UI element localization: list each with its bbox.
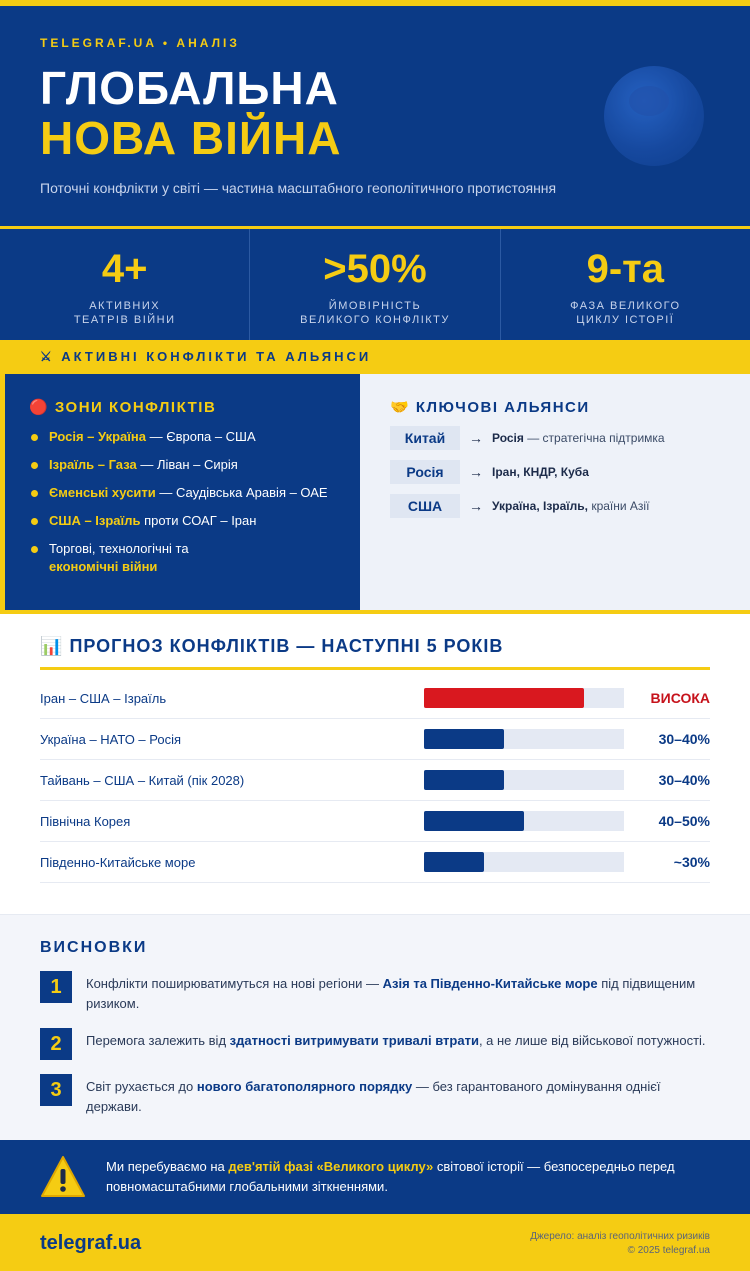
forecast-list: Іран – США – Ізраїль ВИСОКА Україна – НА… (40, 678, 710, 883)
warning-icon (41, 1156, 85, 1197)
forecast-name: Північна Корея (40, 813, 131, 829)
forecast-name: Південно-Китайське море (40, 854, 196, 870)
red-circle-icon: 🔴 (29, 399, 50, 416)
conclusion-number: 3 (40, 1074, 72, 1106)
forecast-section: 📊 ПРОГНОЗ КОНФЛІКТІВ — НАСТУПНІ 5 РОКІВ … (0, 614, 750, 914)
footer-logo-link[interactable]: telegraf.ua (40, 1232, 142, 1254)
warning-text: Ми перебуваємо на дев'ятій фазі «Великог… (106, 1159, 675, 1194)
conclusion-item: 1 Конфлікти поширюватимуться на нові рег… (40, 971, 710, 1014)
conclusion-number: 1 (40, 971, 72, 1003)
forecast-name: Тайвань – США – Китай (пік 2028) (40, 772, 245, 788)
handshake-icon: 🤝 (390, 399, 411, 416)
bullet-icon (31, 462, 38, 469)
globe-icon (604, 66, 704, 166)
forecast-row: Тайвань – США – Китай (пік 2028) 30–40% (40, 760, 710, 801)
stat-value: >50% (323, 247, 427, 291)
bullet-icon (31, 546, 38, 553)
forecast-value: 30–40% (658, 731, 710, 747)
arrow-right-icon: → (469, 498, 483, 514)
stat-phase: 9-та ФАЗА ВЕЛИКОГО ЦИКЛУ ІСТОРІЇ (501, 229, 750, 340)
alliances-title: 🤝 КЛЮЧОВІ АЛЬЯНСИ (390, 399, 590, 416)
conclusion-text: Перемога залежить від здатності витримув… (86, 1033, 706, 1048)
forecast-value: ВИСОКА (650, 690, 710, 706)
forecast-bar-track (424, 770, 624, 790)
list-item: США – Ізраїль проти СОАГ – Іран (29, 512, 336, 530)
alliance-tag: Росія (390, 460, 460, 484)
forecast-row: Північна Корея 40–50% (40, 801, 710, 842)
conclusion-number: 2 (40, 1028, 72, 1060)
section-banner: ⚔ АКТИВНІ КОНФЛІКТИ ТА АЛЬЯНСИ (0, 340, 750, 374)
alliance-text: Росія — стратегічна підтримка (492, 431, 665, 445)
arrow-right-icon: → (469, 430, 483, 446)
kicker: TELEGRAF.UA • АНАЛІЗ (40, 36, 240, 50)
forecast-bar-fill (424, 729, 504, 749)
stat-probability: >50% ЙМОВІРНІСТЬ ВЕЛИКОГО КОНФЛІКТУ (250, 229, 501, 340)
top-accent-strip (0, 0, 750, 6)
forecast-row: Україна – НАТО – Росія 30–40% (40, 719, 710, 760)
conclusion-text: Конфлікти поширюватимуться на нові регіо… (86, 976, 696, 1011)
page-subtitle: Поточні конфлікти у світі — частина масш… (40, 180, 557, 196)
stats-bar: 4+ АКТИВНИХ ТЕАТРІВ ВІЙНИ >50% ЙМОВІРНІСТ… (0, 226, 750, 340)
forecast-bar-track (424, 688, 624, 708)
section-banner-text: АКТИВНІ КОНФЛІКТИ ТА АЛЬЯНСИ (61, 349, 372, 364)
forecast-name: Україна – НАТО – Росія (40, 731, 182, 747)
list-item: Торгові, технологічні та економічні війни (29, 540, 336, 576)
conflict-zones-list: Росія – Україна — Європа – США Ізраїль –… (29, 428, 336, 576)
crossed-swords-icon: ⚔ (40, 349, 55, 364)
stat-label: АКТИВНИХ ТЕАТРІВ ВІЙНИ (73, 300, 176, 326)
stat-label: ФАЗА ВЕЛИКОГО ЦИКЛУ ІСТОРІЇ (570, 300, 681, 326)
forecast-bar-fill (424, 852, 484, 872)
page-title-line2: НОВА ВІЙНА (40, 112, 342, 164)
forecast-value: 30–40% (658, 772, 710, 788)
arrow-right-icon: → (469, 464, 483, 480)
conclusion-text: Світ рухається до нового багатополярного… (86, 1079, 661, 1114)
forecast-bar-track (424, 729, 624, 749)
forecast-value: ~30% (673, 854, 710, 870)
list-item: Єменські хусити — Саудівська Аравія – ОА… (29, 484, 336, 502)
alliance-tag: Китай (390, 426, 460, 450)
forecast-bar-fill (424, 811, 524, 831)
alliance-row: Китай → Росія — стратегічна підтримка (390, 426, 720, 450)
forecast-row: Південно-Китайське море ~30% (40, 842, 710, 883)
conclusions-title: ВИСНОВКИ (40, 939, 148, 956)
alliance-text: Іран, КНДР, Куба (492, 465, 589, 479)
conclusions-section: ВИСНОВКИ 1 Конфлікти поширюватимуться на… (0, 914, 750, 1140)
conflicts-alliances: 🔴 ЗОНИ КОНФЛІКТІВ Росія – Україна — Євро… (0, 374, 750, 614)
forecast-row: Іран – США – Ізраїль ВИСОКА (40, 678, 710, 719)
stat-value: 4+ (101, 247, 148, 291)
stat-theaters: 4+ АКТИВНИХ ТЕАТРІВ ВІЙНИ (0, 229, 251, 340)
stat-value: 9-та (586, 247, 665, 291)
footer-source: Джерело: аналіз геополітичних ризиків (530, 1230, 710, 1242)
alliance-tag: США (390, 494, 460, 518)
alliance-row: Росія → Іран, КНДР, Куба (390, 460, 720, 484)
footer-credits: Джерело: аналіз геополітичних ризиків © … (530, 1230, 710, 1258)
bullet-icon (31, 490, 38, 497)
page-title-line1: ГЛОБАЛЬНА (40, 62, 339, 114)
footer: telegraf.ua Джерело: аналіз геополітични… (0, 1214, 750, 1271)
forecast-bar-track (424, 811, 624, 831)
list-item: Росія – Україна — Європа – США (29, 428, 336, 446)
conflict-zones-title: 🔴 ЗОНИ КОНФЛІКТІВ (29, 399, 217, 416)
forecast-name: Іран – США – Ізраїль (40, 690, 167, 706)
forecast-bar-fill (424, 770, 504, 790)
alliance-row: США → Україна, Ізраїль, країни Азії (390, 494, 720, 518)
conflict-zones-panel: 🔴 ЗОНИ КОНФЛІКТІВ Росія – Україна — Євро… (5, 374, 360, 610)
bullet-icon (31, 434, 38, 441)
stat-label: ЙМОВІРНІСТЬ ВЕЛИКОГО КОНФЛІКТУ (300, 300, 450, 326)
forecast-title: 📊 ПРОГНОЗ КОНФЛІКТІВ — НАСТУПНІ 5 РОКІВ (40, 636, 710, 670)
footer-copyright: © 2025 telegraf.ua (627, 1244, 710, 1256)
bullet-icon (31, 518, 38, 525)
alliances-panel: 🤝 КЛЮЧОВІ АЛЬЯНСИ Китай → Росія — страте… (360, 374, 750, 610)
conclusion-item: 3 Світ рухається до нового багатополярно… (40, 1074, 710, 1117)
conclusion-item: 2 Перемога залежить від здатності витрим… (40, 1028, 710, 1060)
forecast-bar-track (424, 852, 624, 872)
bar-chart-icon: 📊 (40, 636, 64, 656)
list-item: Ізраїль – Газа — Ліван – Сирія (29, 456, 336, 474)
warning-banner: Ми перебуваємо на дев'ятій фазі «Великог… (0, 1140, 750, 1214)
hero-header: TELEGRAF.UA • АНАЛІЗ ГЛОБАЛЬНА НОВА ВІЙН… (0, 6, 750, 226)
alliance-text: Україна, Ізраїль, країни Азії (492, 499, 650, 513)
forecast-bar-fill (424, 688, 584, 708)
forecast-value: 40–50% (658, 813, 710, 829)
